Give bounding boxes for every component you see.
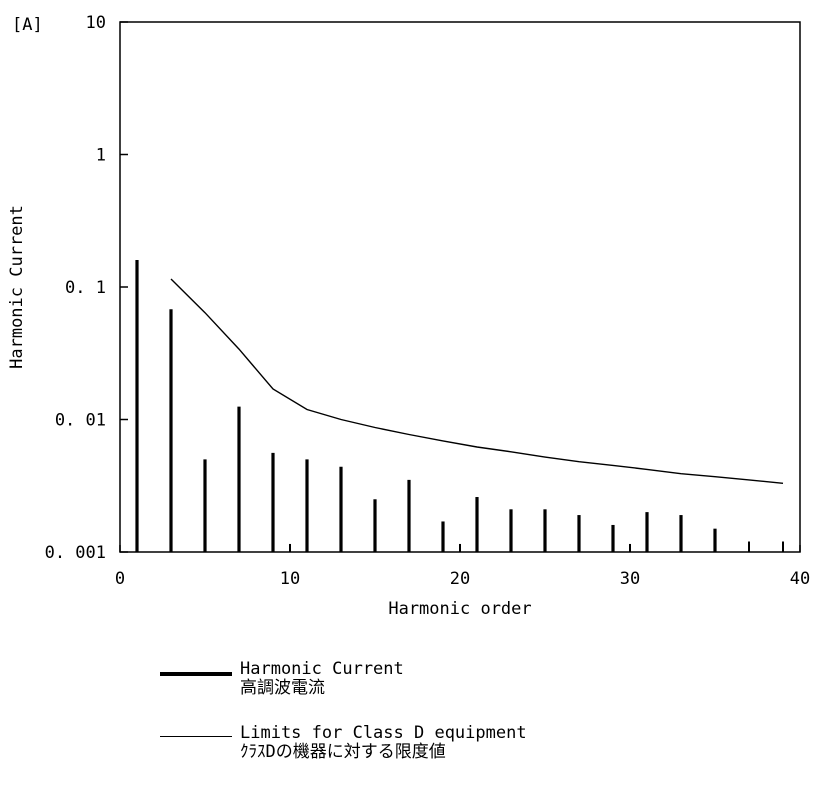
y-tick-label: 0. 01 — [55, 411, 106, 431]
y-axis-label: Harmonic Current — [7, 205, 27, 369]
y-tick-label: 1 — [96, 146, 106, 166]
class-d-limit-line — [170, 278, 784, 484]
legend-text-class-d-limits: Limits for Class D equipment ｸﾗｽDの機器に対する… — [240, 724, 527, 762]
legend-label-en: Harmonic Current — [240, 659, 404, 679]
limit-curve — [170, 278, 784, 484]
x-axis-label: Harmonic order — [388, 599, 531, 619]
legend-label-en: Limits for Class D equipment — [240, 723, 527, 743]
x-tick-label: 20 — [450, 569, 470, 589]
legend-swatch-thin — [160, 736, 232, 737]
legend-label-ja: 高調波電流 — [240, 678, 325, 698]
legend-swatch-thick — [160, 672, 232, 676]
x-tick-label: 10 — [280, 569, 300, 589]
legend-text-harmonic-current: Harmonic Current 高調波電流 — [240, 660, 404, 698]
plot-frame — [119, 21, 801, 553]
harmonic-current-chart: 0. 001 0. 01 0. 1 1 10 0 10 20 30 40 [A] Harmoni… — [7, 13, 810, 619]
x-tick-label: 40 — [790, 569, 810, 589]
x-tick-label: 0 — [115, 569, 125, 589]
harmonic-current-bars — [135, 259, 784, 552]
y-tick-label: 10 — [86, 13, 106, 33]
y-unit-label: [A] — [12, 15, 43, 35]
y-tick-label: 0. 001 — [45, 543, 106, 563]
y-tick-label: 0. 1 — [65, 278, 106, 298]
legend-label-ja: ｸﾗｽDの機器に対する限度値 — [240, 742, 446, 762]
x-tick-label: 30 — [620, 569, 640, 589]
y-axis-ticks: 0. 001 0. 01 0. 1 1 10 — [45, 13, 128, 563]
